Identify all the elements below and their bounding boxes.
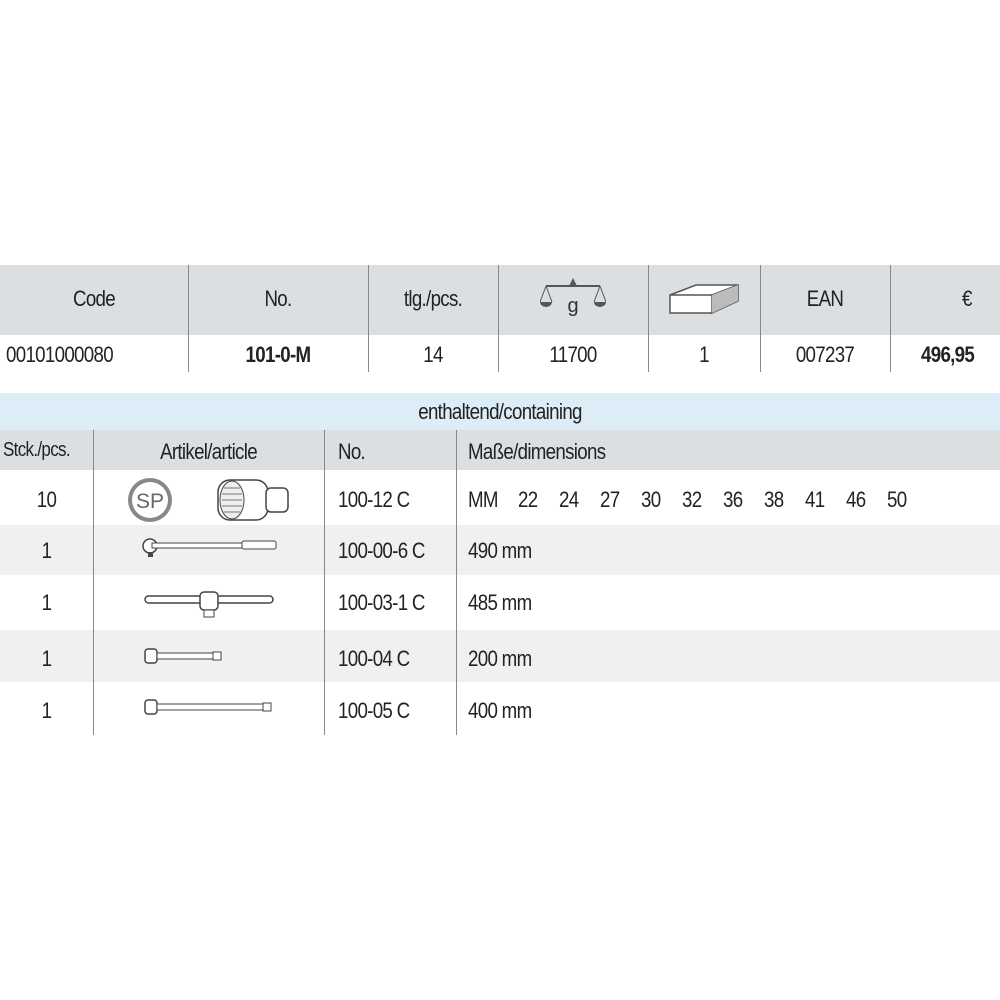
containing-title: enthaltend/containing: [418, 399, 582, 424]
row-qty: 1: [41, 646, 52, 671]
header-dimensions: Maße/dimensions: [468, 439, 606, 464]
row-dims: 490 mm: [468, 538, 532, 563]
extension-bar-short-icon: [144, 648, 222, 664]
row-dims: 200 mm: [468, 646, 532, 671]
col-no: No.: [264, 286, 292, 311]
row-no: 100-12 C: [338, 487, 410, 512]
no-value: 101-0-M: [245, 342, 312, 367]
header-qty: Stck./pcs.: [3, 439, 71, 461]
package-icon: [669, 284, 739, 314]
svg-text:SP: SP: [136, 490, 164, 513]
col-ean: EAN: [806, 286, 844, 311]
row-no: 100-00-6 C: [338, 538, 425, 563]
t-handle-icon: [144, 591, 274, 618]
col-pcs: tlg./pcs.: [403, 286, 463, 311]
row-no: 100-03-1 C: [338, 590, 425, 615]
product-header-row: [0, 265, 1000, 335]
row-qty: 1: [41, 698, 52, 723]
ratchet-icon: [142, 538, 277, 557]
ean-value: 007237: [795, 342, 855, 367]
row-qty: 1: [41, 590, 52, 615]
code-value: 00101000080: [6, 342, 114, 367]
package-value: 1: [699, 342, 709, 367]
row-dims: 485 mm: [468, 590, 532, 615]
weight-icon: g: [540, 278, 606, 317]
row-qty: 10: [36, 487, 57, 512]
extension-bar-long-icon: [144, 699, 272, 715]
pcs-value: 14: [423, 342, 443, 367]
row-dims: 400 mm: [468, 698, 532, 723]
row-no: 100-05 C: [338, 698, 410, 723]
header-article: Artikel/article: [160, 439, 258, 464]
svg-text:g: g: [567, 295, 578, 317]
header-no: No.: [338, 439, 366, 464]
dims-label: MM: [468, 487, 498, 512]
socket-sp-icon: SP: [128, 478, 289, 522]
col-price: €: [962, 286, 972, 311]
row-no: 100-04 C: [338, 646, 410, 671]
row-qty: 1: [41, 538, 52, 563]
col-code: Code: [73, 286, 116, 311]
price-value: 496,95: [921, 342, 975, 367]
weight-value: 11700: [549, 342, 597, 367]
